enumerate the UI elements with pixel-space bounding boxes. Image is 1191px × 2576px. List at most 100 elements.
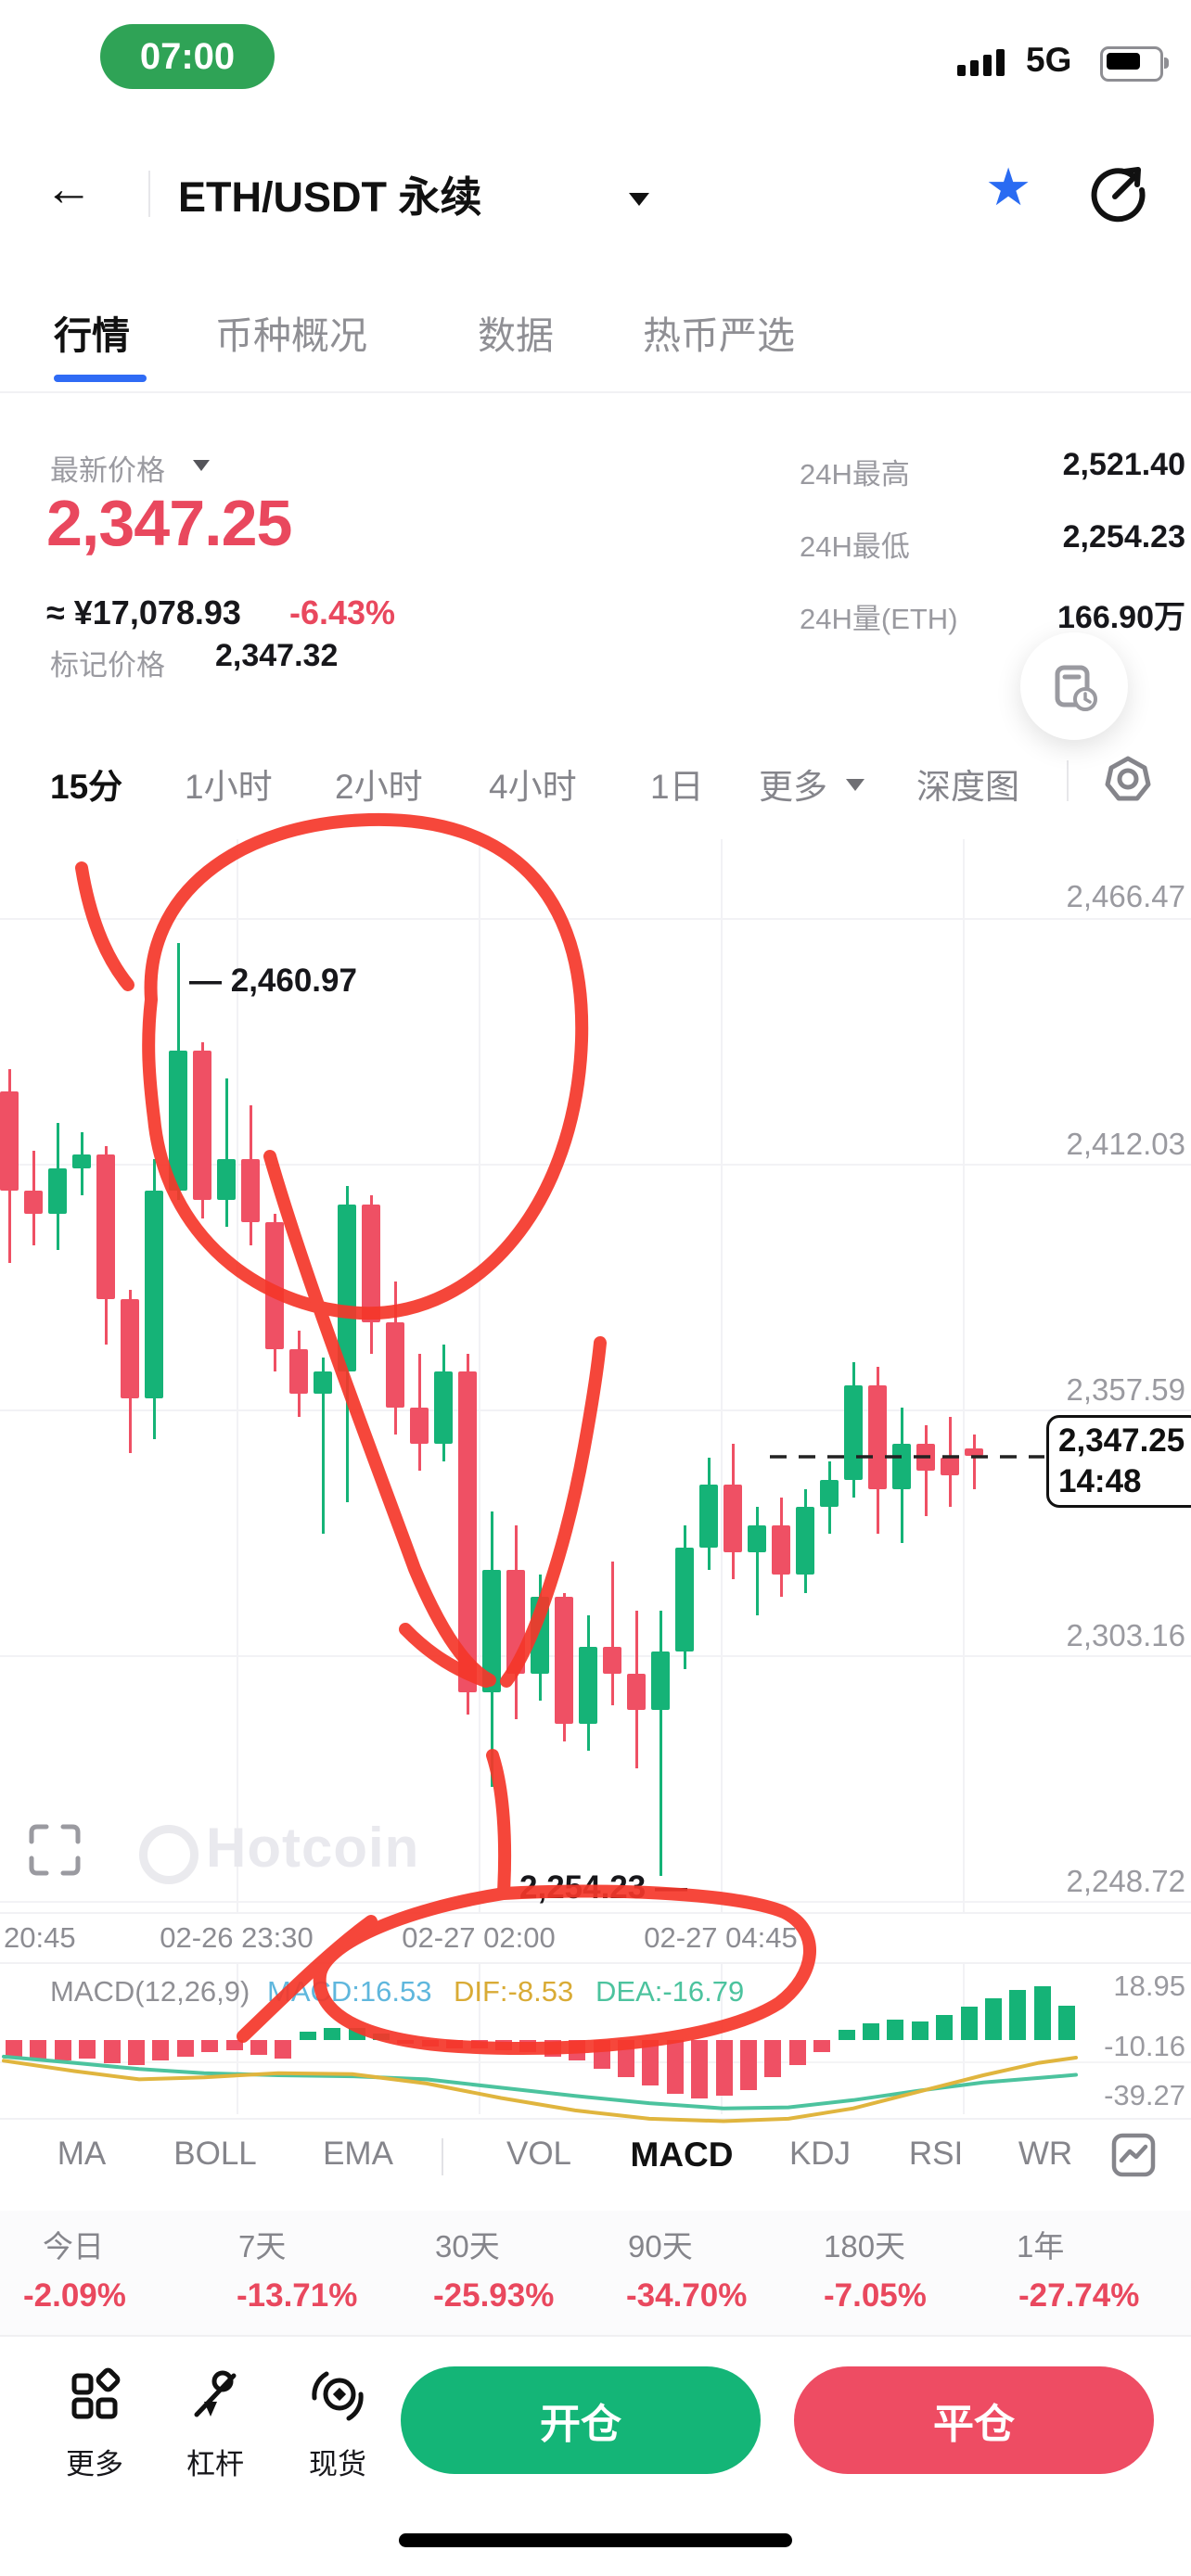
timeframe-1d[interactable]: 1日 bbox=[650, 768, 704, 806]
indicator-macd[interactable]: MACD bbox=[630, 2136, 734, 2174]
candle-body bbox=[482, 1570, 501, 1692]
stat-24h-volume-label: 24H量(ETH) bbox=[800, 603, 958, 635]
favorite-star-icon[interactable]: ★ bbox=[985, 158, 1032, 216]
candle-wick bbox=[972, 1435, 976, 1489]
open-position-button[interactable]: 开仓 bbox=[401, 2366, 761, 2474]
order-history-floating-button[interactable] bbox=[1020, 632, 1128, 740]
macd-bar bbox=[642, 2040, 660, 2086]
macd-bar bbox=[6, 2040, 22, 2057]
chart-settings-icon[interactable] bbox=[1102, 753, 1154, 810]
share-icon[interactable] bbox=[1083, 156, 1152, 229]
indicator-rsi[interactable]: RSI bbox=[908, 2136, 964, 2172]
x-axis-label: 20:45 bbox=[4, 1921, 76, 1954]
spot-icon[interactable] bbox=[308, 2366, 367, 2426]
indicator-boll[interactable]: BOLL bbox=[173, 2136, 257, 2172]
last-price-value: 2,347.25 bbox=[1058, 1422, 1185, 1459]
price-cny-value: ≈ ¥17,078.93 bbox=[46, 593, 241, 631]
y-axis-label: 2,357.59 bbox=[1066, 1372, 1185, 1407]
depth-chart-button[interactable]: 深度图 bbox=[916, 768, 1019, 806]
tab-coin-overview[interactable]: 币种概况 bbox=[215, 314, 367, 357]
candle-body bbox=[772, 1524, 790, 1575]
candle-body bbox=[555, 1597, 573, 1724]
macd-bar bbox=[936, 2015, 954, 2040]
close-position-button[interactable]: 平仓 bbox=[794, 2366, 1154, 2474]
candle-body bbox=[965, 1447, 983, 1457]
x-axis-label: 02-27 04:45 bbox=[644, 1921, 798, 1954]
candle-body bbox=[265, 1222, 284, 1349]
home-indicator[interactable] bbox=[399, 2533, 792, 2547]
candle-body bbox=[868, 1384, 887, 1489]
indicator-kdj[interactable]: KDJ bbox=[788, 2136, 852, 2172]
leverage-icon[interactable] bbox=[186, 2366, 245, 2426]
candle-body bbox=[458, 1371, 477, 1692]
more-grid-icon[interactable] bbox=[65, 2366, 124, 2426]
indicator-vol[interactable]: VOL bbox=[506, 2136, 572, 2172]
macd-bar bbox=[519, 2040, 537, 2053]
macd-bar bbox=[1009, 1990, 1027, 2040]
leverage-label[interactable]: 杠杆 bbox=[186, 2448, 244, 2480]
fullscreen-expand-icon[interactable] bbox=[24, 1819, 85, 1885]
pair-dropdown-caret-icon[interactable] bbox=[629, 193, 649, 206]
dif-line bbox=[2, 2056, 1078, 2123]
stat-24h-volume-value: 166.90万 bbox=[1057, 600, 1185, 635]
header-divider bbox=[148, 171, 150, 217]
timeframe-1h[interactable]: 1小时 bbox=[185, 768, 273, 806]
macd-bar bbox=[79, 2040, 96, 2060]
candle-wick bbox=[755, 1507, 759, 1615]
macd-bar bbox=[863, 2023, 879, 2040]
macd-bar bbox=[324, 2027, 341, 2040]
timeframe-15m[interactable]: 15分 bbox=[50, 768, 123, 806]
tab-data[interactable]: 数据 bbox=[478, 314, 554, 357]
macd-bar bbox=[275, 2040, 292, 2060]
macd-bar bbox=[201, 2040, 219, 2053]
price-caret-icon[interactable] bbox=[193, 460, 210, 471]
mark-price-label: 标记价格 bbox=[50, 649, 165, 682]
candle-body bbox=[651, 1651, 670, 1711]
tab-quotes[interactable]: 行情 bbox=[54, 314, 130, 357]
indicator-ma[interactable]: MA bbox=[57, 2136, 107, 2172]
x-axis-label: 02-26 23:30 bbox=[160, 1921, 314, 1954]
divider bbox=[1067, 760, 1069, 801]
candle-body bbox=[386, 1321, 404, 1408]
gridline bbox=[237, 839, 238, 2114]
candle-wick bbox=[659, 1611, 662, 1877]
price-change-percent: -6.43% bbox=[289, 593, 396, 631]
more-caret-icon[interactable] bbox=[846, 779, 864, 791]
macd-value-label: MACD:16.53 bbox=[267, 1975, 432, 2008]
candle-body bbox=[241, 1159, 260, 1223]
performance-panel bbox=[0, 2211, 1191, 2337]
macd-bar bbox=[250, 2040, 267, 2055]
signal-bars-icon bbox=[957, 48, 1005, 76]
pair-title[interactable]: ETH/USDT 永续 bbox=[178, 173, 482, 221]
latest-price-label[interactable]: 最新价格 bbox=[50, 454, 165, 487]
macd-bar bbox=[495, 2040, 512, 2051]
timeframe-more[interactable]: 更多 bbox=[759, 768, 827, 806]
candle-body bbox=[121, 1299, 139, 1399]
stat-24h-high-label: 24H最高 bbox=[800, 458, 910, 491]
candle-body bbox=[579, 1647, 597, 1724]
indicator-wr[interactable]: WR bbox=[1018, 2136, 1073, 2172]
gridline bbox=[0, 918, 1191, 920]
macd-bar bbox=[225, 2040, 243, 2051]
candle-body bbox=[603, 1647, 621, 1675]
dea-line bbox=[2, 2054, 1078, 2111]
y-axis-label: 2,412.03 bbox=[1066, 1127, 1185, 1161]
indicator-ema[interactable]: EMA bbox=[323, 2136, 393, 2172]
candle-body bbox=[699, 1484, 718, 1548]
spot-label[interactable]: 现货 bbox=[309, 2448, 366, 2480]
candle-body bbox=[844, 1384, 863, 1480]
candle-body bbox=[506, 1570, 525, 1675]
back-button[interactable]: ← bbox=[45, 162, 93, 216]
tab-hot-picks[interactable]: 热币严选 bbox=[643, 314, 795, 357]
timeframe-4h[interactable]: 4小时 bbox=[489, 768, 577, 806]
candle-body bbox=[193, 1051, 211, 1201]
timeframe-2h[interactable]: 2小时 bbox=[335, 768, 423, 806]
y-axis-label: 2,303.16 bbox=[1066, 1618, 1185, 1652]
stat-24h-low-label: 24H最低 bbox=[800, 530, 910, 563]
candle-wick bbox=[224, 1078, 228, 1228]
perf-value: -7.05% bbox=[824, 2277, 927, 2314]
stat-24h-high-value: 2,521.40 bbox=[1062, 447, 1185, 482]
indicator-settings-icon[interactable] bbox=[1109, 2131, 1158, 2184]
more-label[interactable]: 更多 bbox=[66, 2448, 123, 2480]
status-time-pill[interactable]: 07:00 bbox=[100, 24, 275, 89]
